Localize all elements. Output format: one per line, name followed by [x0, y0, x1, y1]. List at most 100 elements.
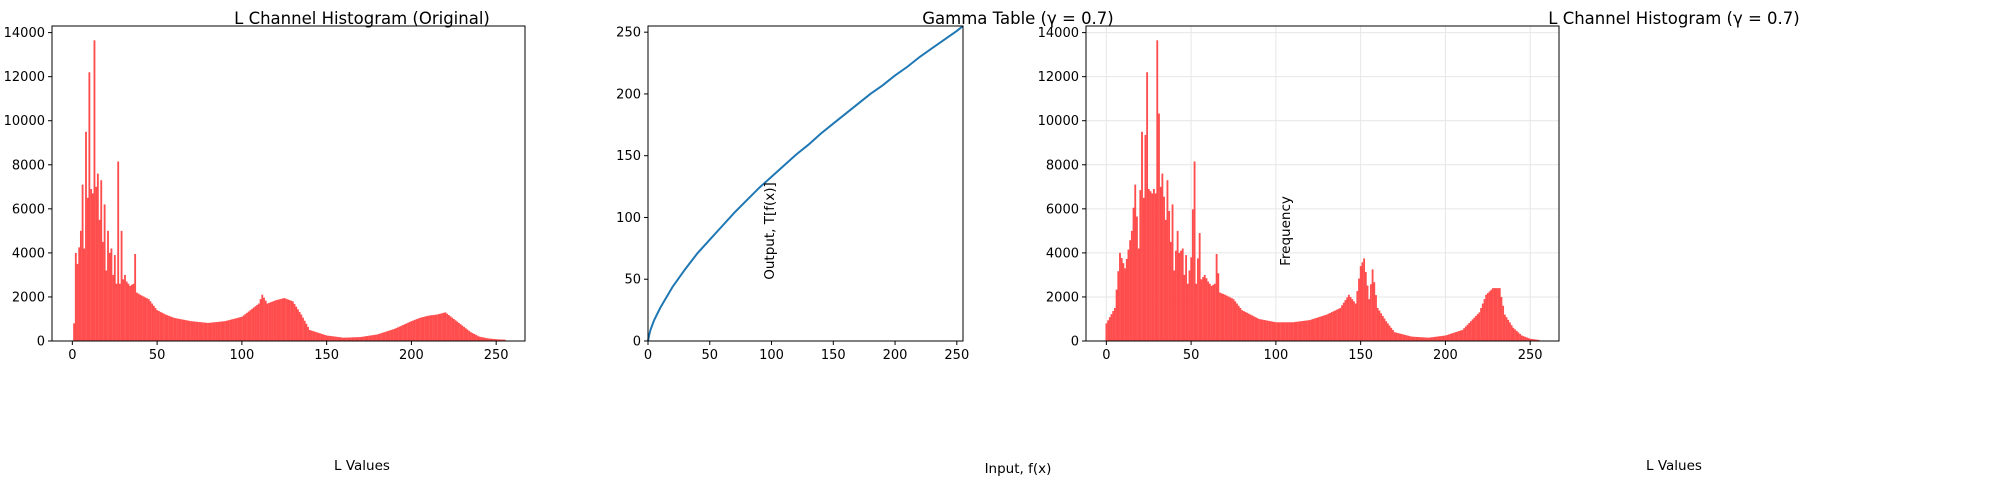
histogram-bar-original [169, 316, 172, 341]
histogram-bar-original [193, 321, 196, 341]
histogram-bar-gamma-histogram [1534, 339, 1537, 341]
histogram-bar-original [351, 337, 354, 341]
histogram-bar-original [419, 317, 421, 341]
y-tick-label: 6000 [12, 202, 45, 217]
x-axis-label-gamma: Input, f(x) [985, 461, 1052, 477]
histogram-bar-original [264, 300, 267, 341]
histogram-bar-gamma-histogram [1356, 291, 1359, 341]
histogram-bar-original [247, 311, 250, 341]
y-tick-label: 12000 [1038, 70, 1079, 85]
histogram-bar-gamma-histogram [1334, 310, 1337, 341]
histogram-bar-original [191, 321, 194, 341]
histogram-bar-gamma-histogram [1297, 321, 1299, 341]
histogram-bar-gamma-histogram [1376, 307, 1379, 341]
y-tick-label: 100 [616, 211, 641, 226]
x-axis-label-gamma-histogram: L Values [1646, 458, 1702, 474]
histogram-bar-gamma-histogram [1269, 321, 1272, 341]
histogram-bar-original [424, 316, 426, 341]
histogram-bar-gamma-histogram [1186, 283, 1189, 341]
histogram-bar-original [368, 335, 371, 341]
histogram-bar-gamma-histogram [1147, 189, 1150, 341]
histogram-bar-original [259, 299, 262, 341]
chart-title-gamma: Gamma Table (γ = 0.7) [922, 9, 1114, 28]
histogram-bar-gamma-histogram [1364, 271, 1367, 341]
histogram-bar-gamma-histogram [1254, 317, 1257, 341]
histogram-bar-gamma-histogram [1198, 233, 1201, 341]
histogram-bar-original [412, 320, 415, 341]
histogram-bar-gamma-histogram [1481, 303, 1484, 341]
histogram-bar-gamma-histogram [1380, 313, 1382, 341]
y-axis-label-gamma-histogram: Frequency [1278, 196, 1294, 266]
histogram-bar-gamma-histogram [1205, 278, 1208, 341]
histogram-bar-gamma-histogram [1492, 288, 1494, 341]
x-tick-label: 200 [883, 348, 908, 363]
histogram-bar-original [356, 337, 359, 341]
histogram-bar-gamma-histogram [1400, 333, 1403, 341]
histogram-bar-gamma-histogram [1307, 320, 1310, 341]
histogram-bar-gamma-histogram [1529, 338, 1532, 341]
histogram-bar-gamma-histogram [1441, 335, 1444, 341]
histogram-bar-original [237, 317, 240, 341]
histogram-bar-original [146, 298, 148, 341]
histogram-bar-gamma-histogram [1312, 318, 1315, 341]
histogram-bar-original [290, 300, 293, 341]
histogram-bar-gamma-histogram [1402, 334, 1405, 341]
histogram-bar-gamma-histogram [1485, 294, 1488, 341]
histogram-bar-original [473, 333, 476, 341]
histogram-bar-gamma-histogram [1341, 305, 1343, 341]
histogram-bar-original [374, 334, 377, 341]
histogram-bar-gamma-histogram [1393, 332, 1396, 341]
x-ticks-gamma-histogram: 0 50 100 150 200 250 [1102, 341, 1543, 363]
histogram-bar-original [307, 326, 309, 341]
histogram-bar-gamma-histogram [1527, 338, 1530, 341]
histogram-bar-gamma-histogram [1469, 321, 1472, 341]
histogram-bar-original [152, 305, 155, 341]
histogram-bar-original [164, 314, 167, 341]
histogram-bar-original [359, 337, 362, 341]
x-tick-label: 0 [644, 348, 652, 363]
histogram-bar-original [342, 337, 345, 341]
x-axis-label-original: L Values [334, 458, 390, 474]
histogram-bar-gamma-histogram [1141, 131, 1143, 341]
histogram-bar-gamma-histogram [1315, 317, 1318, 341]
histogram-bar-original [273, 300, 276, 341]
histogram-bar-original [286, 299, 289, 341]
histogram-bar-original [207, 322, 209, 341]
histogram-bar-gamma-histogram [1403, 334, 1406, 341]
y-ticks-gamma: 0 50 100 150 200 250 [616, 26, 648, 350]
histogram-bar-gamma-histogram [1383, 318, 1386, 341]
histogram-bar-gamma-histogram [1463, 328, 1466, 341]
histogram-bar-gamma-histogram [1503, 314, 1506, 341]
histogram-bar-gamma-histogram [1180, 250, 1182, 341]
y-tick-label: 2000 [1046, 290, 1079, 305]
histogram-bar-original [429, 315, 432, 341]
histogram-bar-gamma-histogram [1359, 266, 1362, 341]
histogram-bar-gamma-histogram [1251, 315, 1254, 341]
histogram-bar-original [295, 306, 298, 341]
histogram-bar-original [222, 321, 225, 341]
histogram-bar-gamma-histogram [1410, 336, 1413, 341]
histogram-bar-original [464, 328, 467, 341]
histogram-bar-gamma-histogram [1422, 337, 1425, 341]
histogram-bar-gamma-histogram [1169, 241, 1172, 341]
histogram-bar-gamma-histogram [1361, 262, 1364, 341]
histogram-bar-gamma-histogram [1419, 337, 1421, 341]
histogram-bar-gamma-histogram [1473, 317, 1476, 341]
histogram-bar-original [274, 300, 277, 341]
histogram-bar-gamma-histogram [1458, 331, 1460, 341]
histogram-bar-original [234, 318, 237, 341]
histogram-bar-gamma-histogram [1330, 312, 1333, 341]
histogram-bar-original [363, 336, 365, 341]
histogram-bar-original [400, 325, 403, 341]
histogram-bar-gamma-histogram [1134, 184, 1137, 341]
histogram-bar-original [198, 322, 201, 341]
x-tick-label: 150 [314, 348, 339, 363]
histogram-bar-original [468, 330, 471, 341]
histogram-bar-original [129, 285, 131, 341]
histogram-bar-original [161, 312, 164, 341]
histogram-bar-gamma-histogram [1247, 313, 1250, 341]
histogram-bar-original [346, 337, 348, 341]
x-tick-label: 250 [944, 348, 969, 363]
histogram-bar-original [463, 326, 465, 341]
histogram-bar-gamma-histogram [1507, 319, 1510, 341]
